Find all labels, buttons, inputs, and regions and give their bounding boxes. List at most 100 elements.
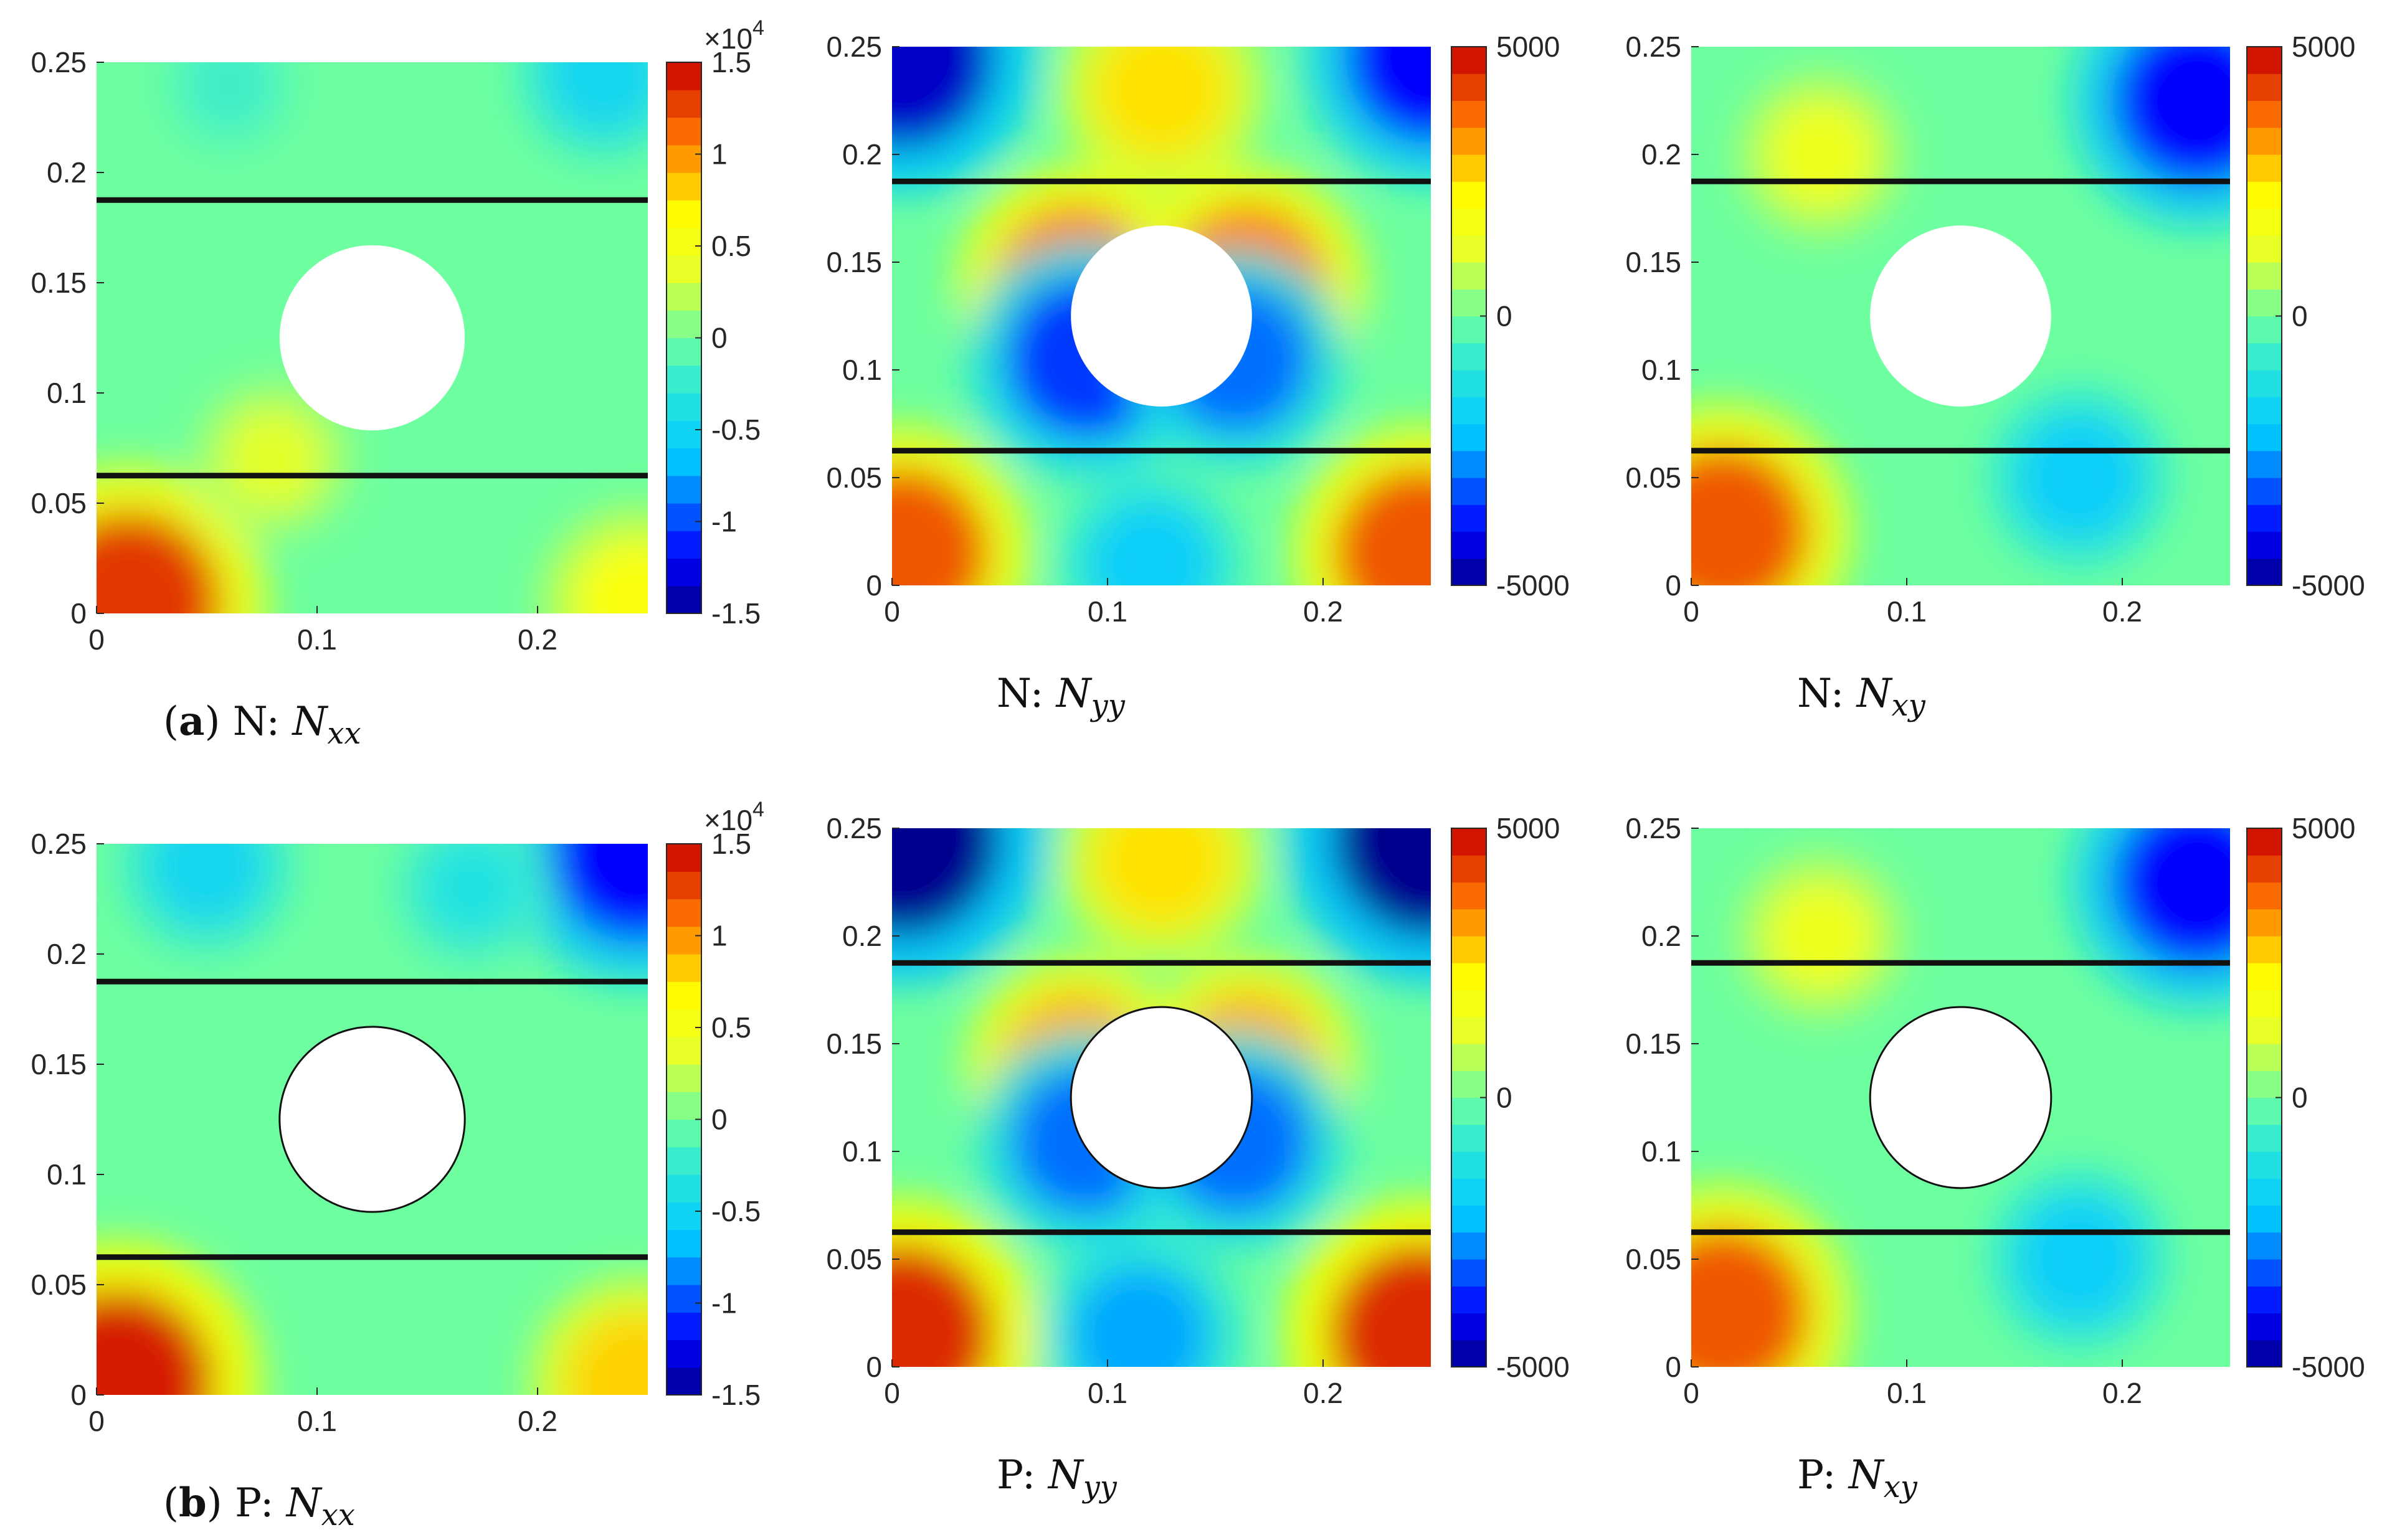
colorbar-band [667,1202,701,1231]
colorbar-band [1451,397,1486,425]
colorbar-tick-label: 5000 [1496,812,1560,844]
colorbar-band [667,871,701,900]
panel-b-mid: 0 0.1 0.2 0 0.05 0.1 0.15 0.2 0.25 5000 0 -5000 P: N… [826,812,1570,1505]
colorbar-band [2247,1097,2282,1125]
caption-prefix: P: [1797,1452,1849,1498]
y-tick-label: 0.1 [842,354,882,386]
colorbar-band [667,503,701,531]
panel-b-right: 0 0.1 0.2 0 0.05 0.1 0.15 0.2 0.25 5000 0 -5000 P: N… [1625,812,2365,1505]
x-tick-label: 0.1 [1887,595,1927,628]
y-tick-label: 0.2 [842,920,882,952]
hole-cutout [1070,1006,1253,1189]
colorbar: 5000 0 -5000 [1451,812,1570,1383]
colorbar-band [1451,1151,1486,1179]
caption-prefix: P: [997,1452,1048,1498]
y-tick-label: 0.1 [1641,354,1681,386]
colorbar-band [667,531,701,559]
hole-cutout [1071,225,1252,407]
caption-symbol: N [285,1480,323,1526]
panel-caption: P: Nxy [1797,1452,1918,1505]
y-tick-label: 0.2 [842,138,882,171]
field-hotspot [892,828,1000,936]
x-tick-label: 0.2 [1303,595,1343,628]
colorbar-band [667,844,701,872]
y-tick-label: 0.1 [47,377,87,409]
colorbar-tick-label: 0 [1496,300,1512,333]
colorbar-band [2247,154,2282,182]
hole-cutout [278,1026,466,1213]
colorbar-tick-label: 0.5 [711,1011,751,1044]
x-tick-label: 0 [1683,595,1699,628]
y-tick-label: 0.15 [826,1027,882,1060]
colorbar-band [1451,1044,1486,1071]
caption-subscript: xx [327,716,361,751]
colorbar-band [667,448,701,476]
colorbar-band [1451,1124,1486,1152]
colorbar-band [667,200,701,229]
colorbar-band [1451,936,1486,963]
colorbar-tick-label: -0.5 [711,413,761,446]
colorbar-band [2247,370,2282,397]
colorbar-band [1451,47,1486,74]
colorbar-tick-label: 1 [711,920,728,952]
y-tick-label: 0.05 [826,461,882,494]
colorbar-band [2247,397,2282,425]
colorbar-band [1451,370,1486,397]
x-tick-label: 0.1 [1887,1377,1927,1409]
colorbar-tick-label: -1.5 [711,1379,761,1411]
colorbar-band [667,1119,701,1148]
field-hotspot [419,844,524,941]
y-tick-label: 0.25 [826,812,882,844]
colorbar-band [667,1064,701,1092]
colorbar-tick-label: -0.5 [711,1195,761,1227]
field-hotspot [1335,468,1431,585]
colorbar-band [667,1036,701,1065]
colorbar-band [667,1312,701,1341]
colorbar-band [667,558,701,587]
colorbar-band [1451,882,1486,910]
colorbar-band [1451,909,1486,937]
colorbar-band [667,144,701,173]
colorbar-band [2247,1339,2282,1368]
colorbar-band [667,310,701,339]
colorbar-band [667,981,701,1010]
colorbar-band [1451,504,1486,532]
x-tick-label: 0.2 [1303,1377,1343,1409]
caption-tag-close: ) [207,1480,235,1526]
colorbar: 5000 0 -5000 [1451,31,1570,602]
hole-cutout [1869,1006,2053,1189]
colorbar-band [2247,478,2282,505]
y-tick-label: 0.15 [1625,1027,1681,1060]
field-hotspot [2112,47,2230,186]
caption-subscript: xy [1892,688,1926,723]
y-tick-label: 0.2 [1641,138,1681,171]
panel-a-right: 0 0.1 0.2 0 0.05 0.1 0.15 0.2 0.25 5000 0 -5000 N: N… [1625,31,2365,723]
colorbar-band [667,90,701,118]
colorbar-band [667,117,701,146]
colorbar-band [2247,558,2282,586]
panel-caption: N: Nxy [1797,671,1926,723]
colorbar-band [667,1229,701,1258]
panel-caption: (b) P: Nxx [163,1480,355,1533]
colorbar-tick-label: 1 [711,138,728,171]
field-hotspot [2112,828,2230,968]
field-hotspot [566,1313,648,1395]
caption-symbol: N [1848,1452,1885,1498]
colorbar-band [667,1339,701,1368]
colorbar-band [1451,963,1486,991]
x-tick-label: 0.1 [1088,595,1127,628]
colorbar-band [1451,289,1486,317]
y-tick-label: 0.2 [47,156,87,189]
field-hotspot [220,406,326,512]
caption-tag: a [179,698,204,745]
caption-symbol: N [1047,1452,1084,1498]
field-hotspot [892,468,988,585]
field-hotspot [1765,880,1876,992]
colorbar-band [2247,990,2282,1018]
y-tick-label: 0 [1665,569,1681,602]
colorbar-tick-label: 0 [2292,1082,2308,1114]
y-tick-label: 0.2 [1641,920,1681,952]
panel-a-mid: 0 0.1 0.2 0 0.05 0.1 0.15 0.2 0.25 5000 0 -5000 N: N… [826,31,1570,723]
caption-tag-close: ) [204,699,232,745]
colorbar-band [1451,855,1486,883]
